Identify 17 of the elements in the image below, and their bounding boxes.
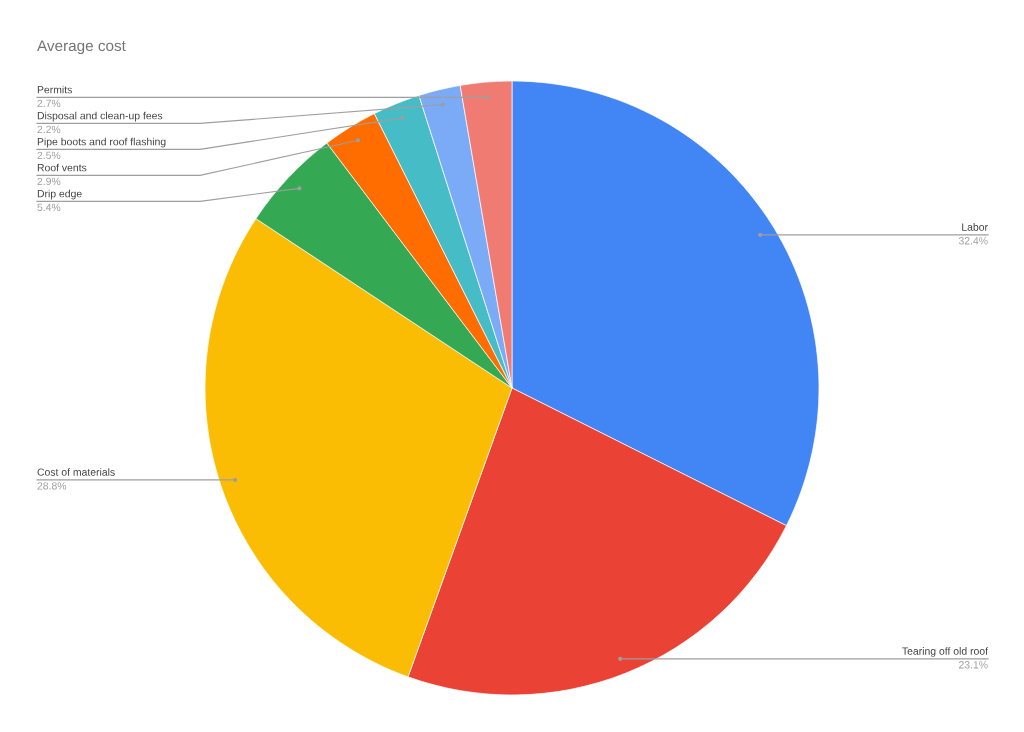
slice-label: Labor	[962, 223, 988, 231]
data-label: 32.4%	[958, 237, 988, 245]
slice-label: Disposal and clean-up fees	[37, 111, 163, 122]
data-label: 2.5%	[37, 151, 61, 160]
data-label: 23.1%	[958, 661, 988, 669]
slice-label: Cost of materials	[37, 468, 115, 476]
data-label: 2.7%	[37, 99, 61, 108]
slice-label: Pipe boots and roof flashing	[37, 137, 166, 148]
chart-title: Average cost	[37, 40, 126, 55]
slice-label: Tearing off old roof	[902, 647, 989, 657]
data-label: 28.8%	[37, 482, 67, 490]
slice-label: Permits	[37, 85, 72, 94]
data-label: 2.9%	[37, 177, 61, 186]
data-label: 2.2%	[37, 125, 61, 134]
slice-label: Drip edge	[37, 189, 82, 200]
slice-label: Roof vents	[37, 163, 87, 172]
data-label: 5.4%	[37, 203, 61, 212]
